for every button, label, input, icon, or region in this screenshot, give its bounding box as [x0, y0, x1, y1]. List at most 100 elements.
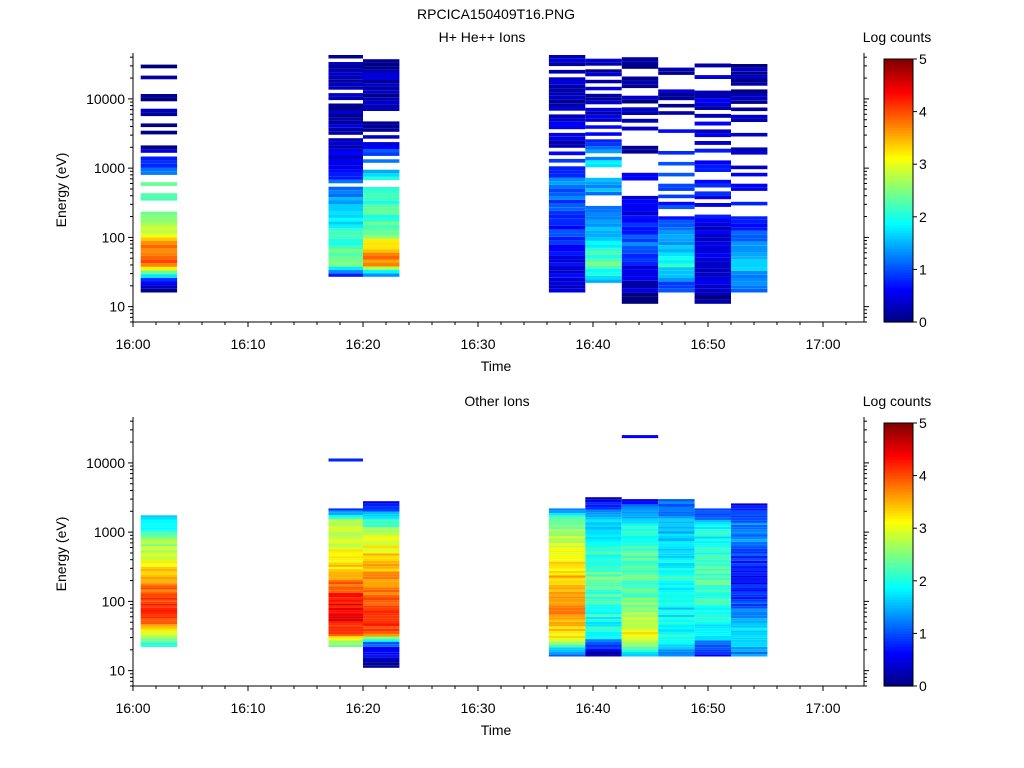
spectrogram-cell: [621, 563, 659, 566]
colorbar-swatch: [884, 538, 913, 542]
spectrogram-cell: [694, 292, 731, 296]
spectrogram-cell: [140, 97, 178, 102]
spectrogram-cell: [328, 543, 363, 546]
spectrogram-cell: [585, 188, 622, 192]
spectrogram-cell: [658, 582, 695, 586]
colorbar: 0 1 2 3 4 5: [883, 415, 927, 694]
spectrogram-cell: [694, 617, 731, 620]
y-axis-label: Energy (eV): [53, 153, 69, 228]
spectrogram-cell: [585, 651, 622, 654]
spectrogram-cell: [363, 555, 400, 559]
y-axis-label: Energy (eV): [53, 517, 69, 592]
spectrogram-cell: [328, 273, 363, 277]
colorbar-swatch: [884, 501, 913, 506]
spectrogram-cell: [694, 550, 731, 553]
spectrogram-cell: [731, 534, 768, 537]
colorbar-swatch: [884, 256, 913, 260]
spectrogram-cell: [548, 647, 586, 650]
spectrogram-cell: [731, 165, 768, 170]
colorbar-swatch: [884, 475, 913, 479]
spectrogram-cell: [548, 281, 586, 286]
spectrogram-cell: [658, 508, 695, 512]
spectrogram-cell: [363, 128, 400, 132]
spectrogram-cell: [585, 205, 622, 210]
spectrogram-cell: [731, 151, 768, 155]
spectrogram-cell: [694, 557, 731, 560]
spectrogram-cell: [328, 190, 363, 194]
spectrogram-cell: [140, 612, 178, 615]
spectrogram-cell: [140, 270, 178, 275]
spectrogram-cell: [328, 551, 363, 554]
spectrogram-cell: [694, 133, 731, 138]
spectrogram-cell: [328, 523, 363, 526]
spectrogram-cell: [621, 261, 659, 266]
spectrogram-cell: [694, 183, 731, 188]
colorbar-swatch: [884, 480, 913, 485]
colorbar-swatch: [884, 438, 913, 443]
spectrogram-cell: [548, 638, 586, 641]
spectrogram-cell: [585, 576, 622, 580]
spectrogram-cell: [585, 177, 622, 182]
spectrogram-cell: [585, 539, 622, 542]
colorbar-swatch: [884, 617, 913, 621]
spectrogram-cell: [548, 566, 586, 569]
spectrogram-cell: [731, 651, 768, 655]
colorbar-swatch: [884, 169, 913, 173]
spectrogram-cell: [548, 520, 586, 523]
spectrogram-cell: [140, 593, 178, 596]
spectrogram-cell: [731, 71, 768, 75]
spectrogram-cell: [621, 617, 659, 620]
spectrogram-cell: [328, 519, 363, 522]
spectrogram-cell: [621, 568, 659, 571]
spectrogram-cell: [585, 554, 622, 557]
spectrogram-cell: [363, 514, 400, 517]
spectrogram-cell: [548, 605, 586, 608]
spectrogram-cell: [140, 259, 178, 264]
spectrogram-cell: [621, 84, 659, 89]
colorbar-swatch: [884, 428, 913, 432]
spectrogram-cell: [658, 627, 695, 630]
spectrogram-cell: [731, 558, 768, 561]
spectrogram-cell: [694, 226, 731, 231]
spectrogram-cell: [140, 550, 178, 553]
spectrogram-cell: [548, 233, 586, 237]
colorbar-swatch: [884, 258, 913, 263]
spectrogram-cell: [585, 512, 622, 515]
spectrogram-cell: [731, 575, 768, 578]
spectrogram-cell: [328, 193, 363, 198]
spectrogram-cell: [585, 581, 622, 585]
spectrogram-cell: [548, 543, 586, 546]
spectrogram-cell: [621, 111, 659, 115]
spectrogram-cell: [658, 639, 695, 642]
spectrogram-cell: [328, 231, 363, 236]
spectrogram-cell: [694, 191, 731, 196]
spectrogram-cell: [621, 553, 659, 556]
spectrogram-cell: [585, 514, 622, 518]
colorbar-swatch: [884, 509, 913, 514]
spectrogram-cell: [694, 573, 731, 576]
spectrogram-cell: [658, 230, 695, 235]
colorbar-swatch: [884, 156, 913, 160]
spectrogram-cell: [548, 601, 586, 604]
spectrogram-cell: [140, 595, 178, 598]
spectrogram-cell: [621, 253, 659, 258]
colorbar-swatch: [884, 496, 913, 500]
spectrogram-cell: [140, 638, 178, 641]
x-tick-label: 16:10: [230, 336, 265, 352]
colorbar-swatch: [884, 293, 913, 297]
spectrogram-cell: [694, 218, 731, 223]
colorbar-swatch: [884, 300, 913, 305]
spectrogram-cell: [658, 634, 695, 637]
spectrogram-cell: [363, 571, 400, 575]
colorbar-swatch: [884, 195, 913, 199]
spectrogram-cell: [621, 499, 659, 502]
spectrogram-cell: [694, 102, 731, 107]
spectrogram-cell: [621, 622, 659, 625]
spectrogram-cell: [658, 223, 695, 228]
spectrogram-cell: [363, 211, 400, 215]
spectrogram-cell: [363, 620, 400, 624]
spectrogram-cell: [328, 623, 363, 626]
colorbar-swatch: [884, 572, 913, 577]
spectrogram-cell: [548, 633, 586, 636]
spectrogram-cell: [140, 193, 178, 197]
